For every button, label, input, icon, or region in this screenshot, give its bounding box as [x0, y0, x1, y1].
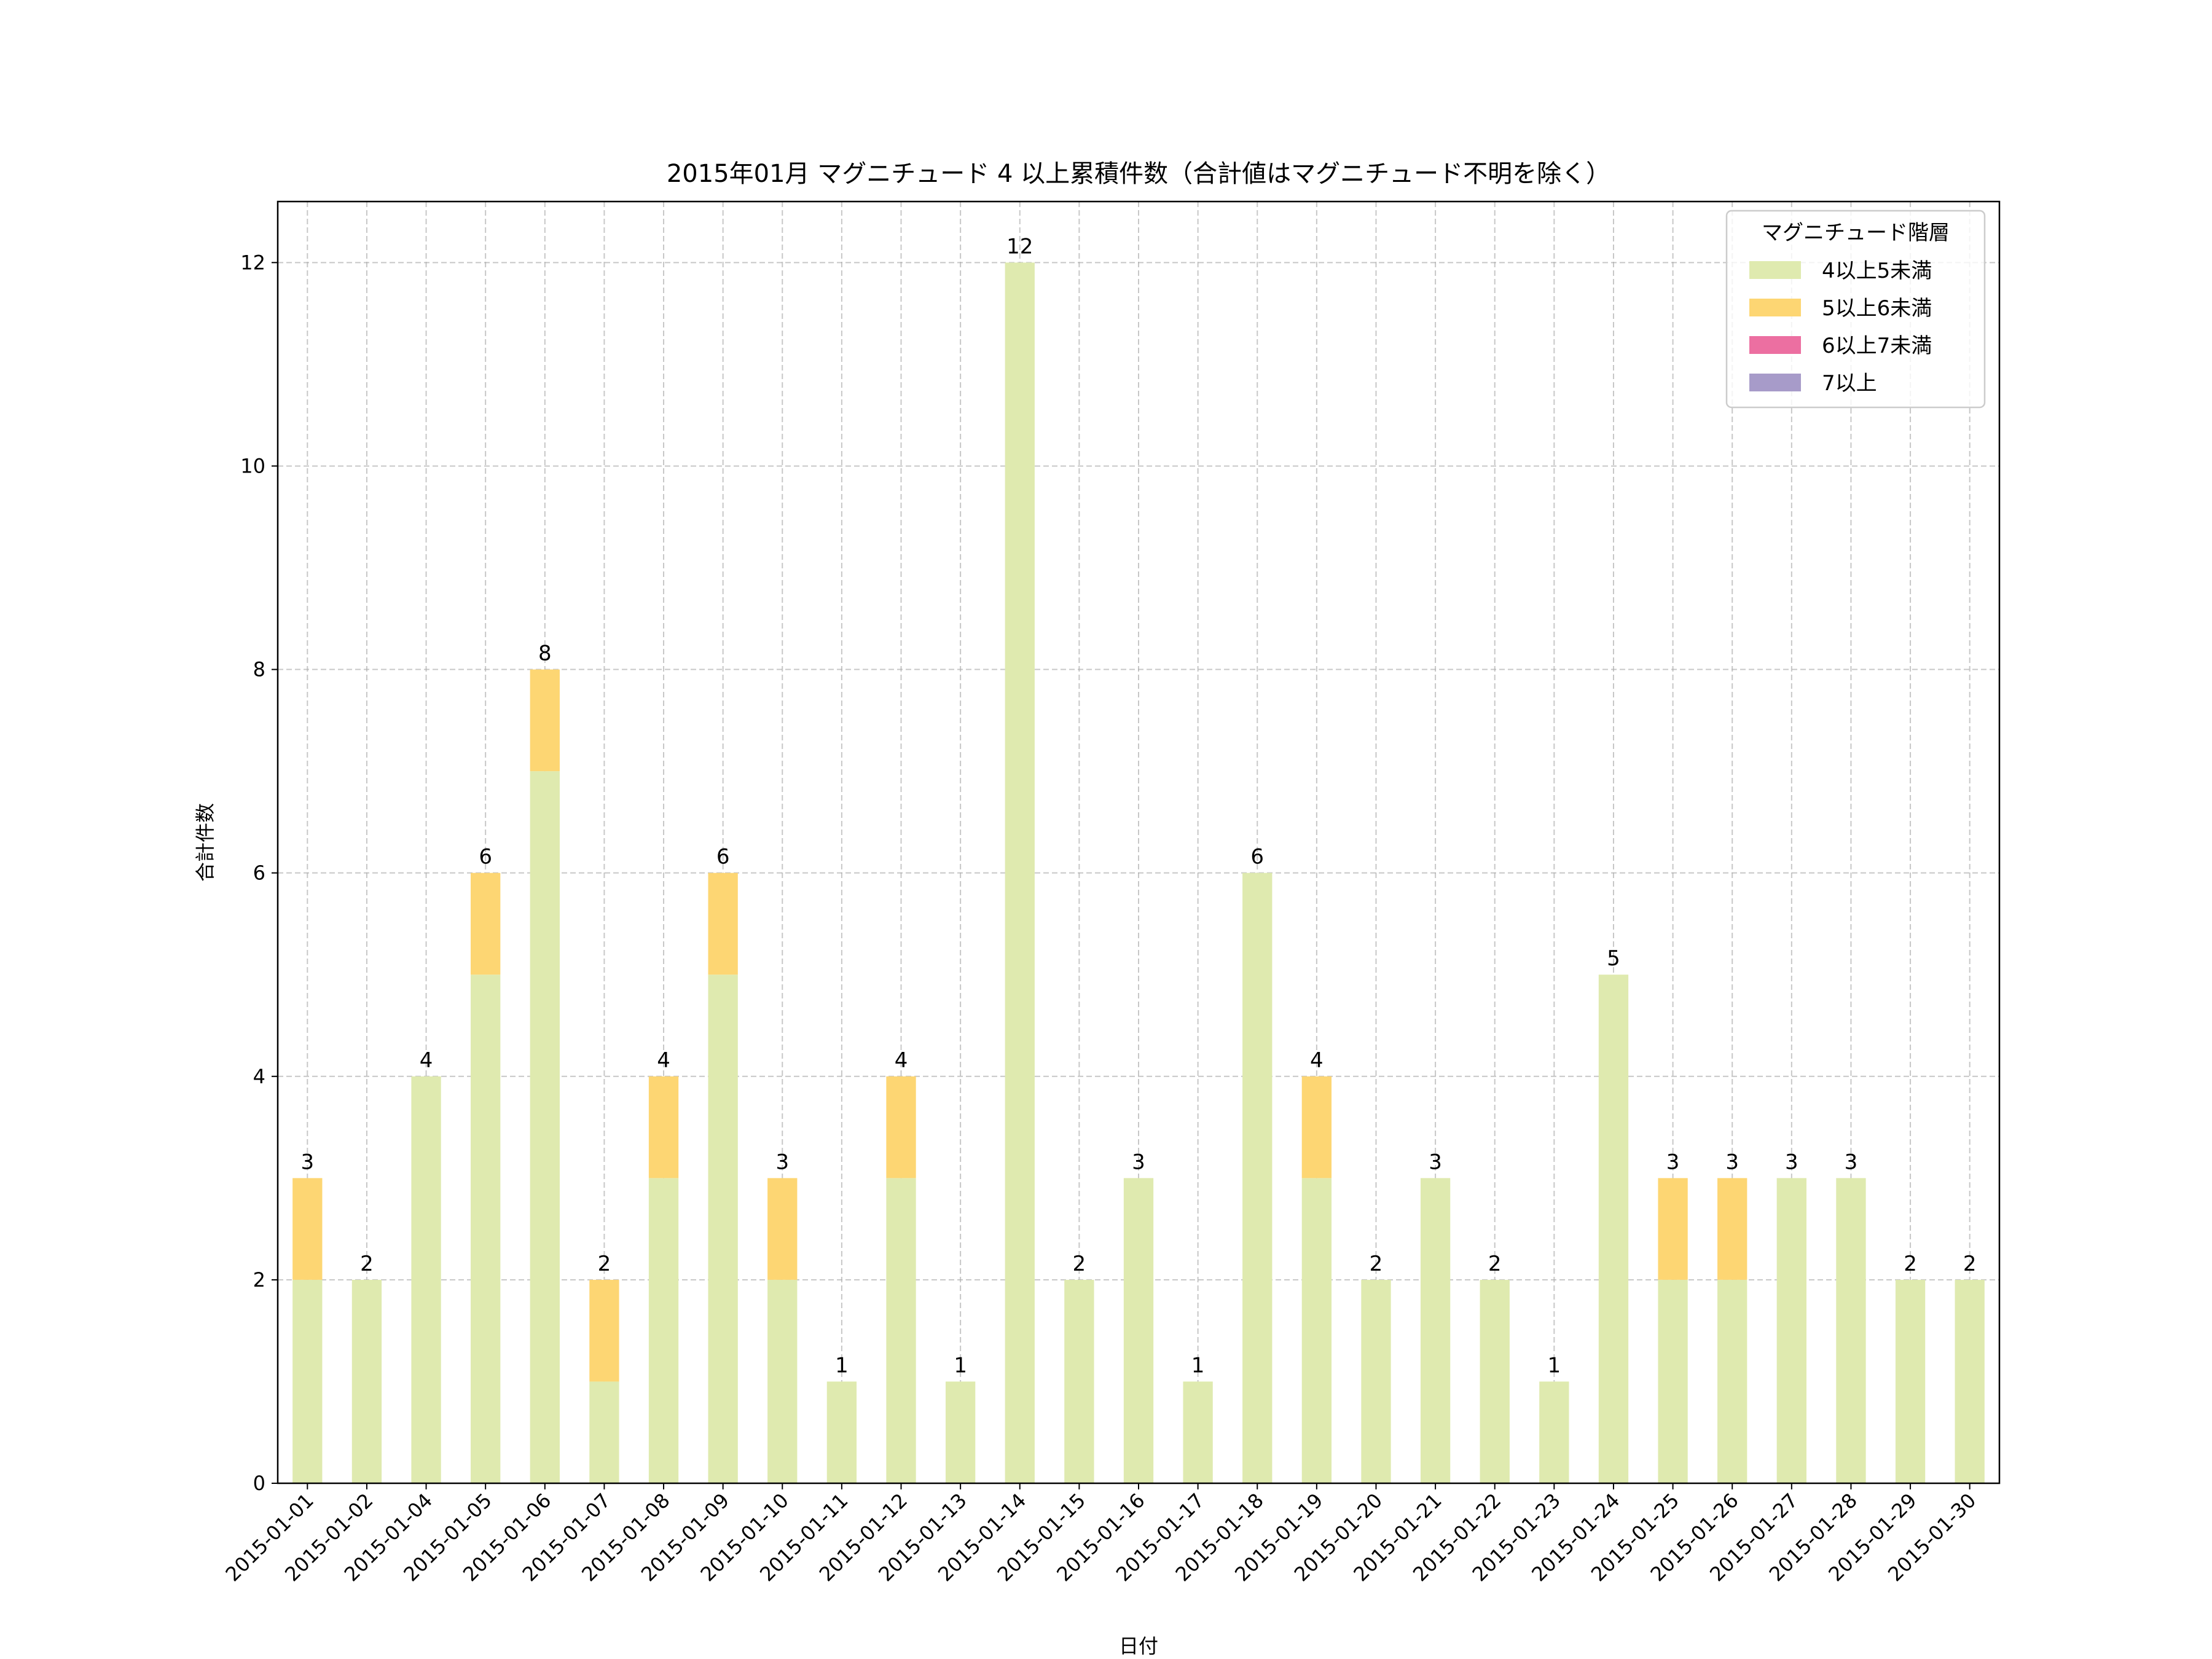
y-tick-label: 4	[253, 1065, 265, 1088]
bar-segment	[886, 1076, 916, 1179]
data-label: 6	[1250, 845, 1264, 869]
bar-segment	[1836, 1178, 1866, 1483]
y-tick-label: 0	[253, 1472, 265, 1495]
bar-segment	[1183, 1381, 1213, 1483]
data-label: 2	[1963, 1252, 1977, 1276]
data-label: 3	[1429, 1150, 1442, 1174]
bar-segment	[1301, 1178, 1332, 1483]
bar-segment	[292, 1279, 323, 1483]
legend-frame	[1725, 210, 1986, 409]
bar-segment	[471, 873, 501, 975]
y-tick-label: 6	[253, 861, 265, 885]
data-label: 3	[775, 1150, 789, 1174]
legend-swatch	[1749, 261, 1801, 279]
bar-segment	[1361, 1279, 1391, 1483]
x-axis: 2015-01-012015-01-022015-01-042015-01-05…	[221, 1483, 1980, 1586]
y-tick-label: 10	[240, 454, 265, 477]
data-label: 2	[360, 1252, 374, 1276]
data-label: 3	[1666, 1150, 1680, 1174]
bar-segment	[767, 1178, 798, 1280]
bar-segment	[530, 669, 560, 772]
bar-segment	[1658, 1178, 1688, 1280]
bar-segment	[1064, 1279, 1094, 1483]
bar-segment	[471, 975, 501, 1483]
bar-segment	[1480, 1279, 1510, 1483]
y-tick-label: 12	[240, 251, 265, 274]
legend-label: 5以上6未満	[1822, 296, 1932, 321]
bar-segment	[708, 975, 738, 1483]
legend-swatch	[1749, 374, 1801, 391]
bar-segment	[589, 1279, 619, 1382]
legend-swatch	[1749, 299, 1801, 316]
y-tick-label: 8	[253, 658, 265, 681]
bar-segment	[1776, 1178, 1806, 1483]
data-label: 5	[1607, 946, 1620, 971]
y-tick-label: 2	[253, 1268, 265, 1292]
data-label: 2	[1904, 1252, 1917, 1276]
bar-segment	[1539, 1381, 1569, 1483]
bar-segment	[351, 1279, 382, 1483]
bar-segment	[767, 1279, 798, 1483]
data-label: 6	[716, 845, 730, 869]
data-label: 3	[1725, 1150, 1739, 1174]
data-label: 4	[420, 1048, 433, 1073]
bar-segment	[648, 1076, 679, 1179]
x-axis-label: 日付	[1119, 1634, 1158, 1658]
bar-segment	[1895, 1279, 1926, 1483]
bar-segment	[945, 1381, 976, 1483]
bars	[292, 262, 1985, 1483]
bar-segment	[1301, 1076, 1332, 1179]
bar-segment	[1242, 873, 1273, 1483]
data-label: 2	[1488, 1252, 1502, 1276]
data-label: 6	[479, 845, 492, 869]
data-label: 8	[538, 641, 552, 666]
bar-segment	[1005, 262, 1035, 1483]
bar-segment	[648, 1178, 679, 1483]
bar-segment	[530, 771, 560, 1483]
data-label: 2	[1370, 1252, 1383, 1276]
data-label: 2	[598, 1252, 611, 1276]
legend: マグニチュード階層 4以上5未満 5以上6未満 6以上7未満 7以上	[1725, 210, 1986, 409]
bar-segment	[589, 1381, 619, 1483]
data-label: 4	[895, 1048, 908, 1073]
data-label: 1	[954, 1353, 967, 1378]
legend-title: マグニチュード階層	[1762, 221, 1950, 245]
data-label: 1	[1191, 1353, 1205, 1378]
data-label: 4	[1310, 1048, 1324, 1073]
legend-label: 4以上5未満	[1822, 259, 1932, 283]
data-label: 3	[300, 1150, 314, 1174]
bar-segment	[1123, 1178, 1154, 1483]
bar-segment	[826, 1381, 857, 1483]
bar-segment	[1420, 1178, 1451, 1483]
chart-title: 2015年01月 マグニチュード 4 以上累積件数（合計値はマグニチュード不明を…	[667, 160, 1610, 188]
data-label: 12	[1006, 234, 1033, 259]
data-label: 1	[1548, 1353, 1561, 1378]
data-label: 2	[1073, 1252, 1086, 1276]
bar-segment	[411, 1076, 441, 1483]
bar-segment	[292, 1178, 323, 1280]
bar-segment	[1955, 1279, 1985, 1483]
data-label: 4	[657, 1048, 670, 1073]
bar-segment	[708, 873, 738, 975]
data-label: 3	[1785, 1150, 1798, 1174]
legend-label: 6以上7未満	[1822, 334, 1932, 358]
bar-segment	[1658, 1279, 1688, 1483]
legend-swatch	[1749, 336, 1801, 354]
data-label: 3	[1845, 1150, 1858, 1174]
y-axis: 0 2 4 6 8 10 12	[240, 251, 278, 1495]
data-label: 3	[1132, 1150, 1145, 1174]
y-axis-label: 合計件数	[194, 803, 217, 882]
data-label: 1	[835, 1353, 849, 1378]
bar-segment	[1717, 1279, 1747, 1483]
legend-label: 7以上	[1822, 371, 1877, 396]
bar-segment	[886, 1178, 916, 1483]
bar-segment	[1717, 1178, 1747, 1280]
bar-segment	[1598, 975, 1629, 1483]
